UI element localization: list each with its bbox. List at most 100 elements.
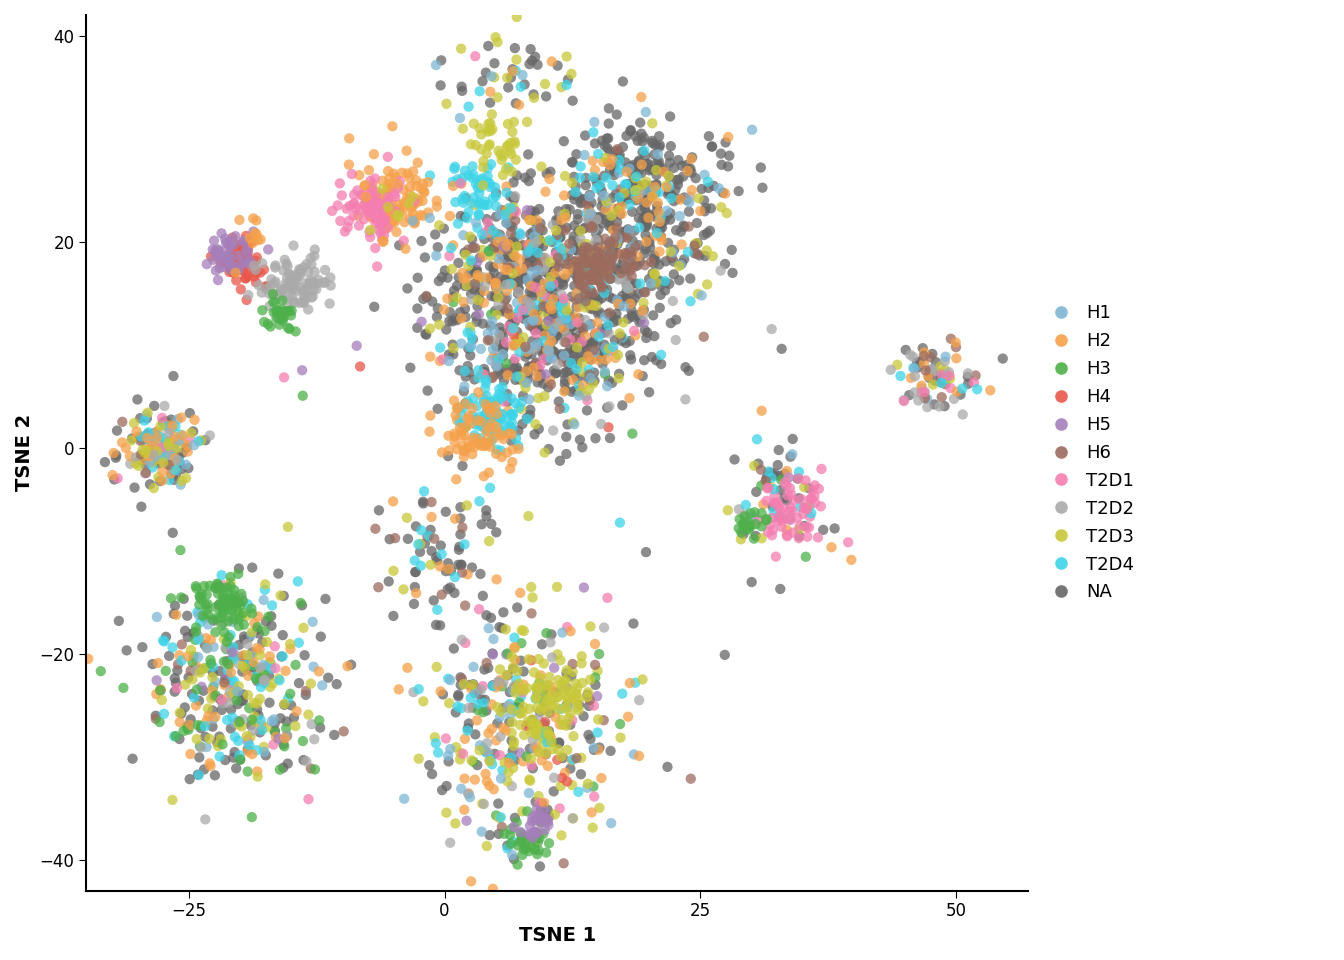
Point: [484, 70, 505, 85]
Point: [431, 270, 453, 285]
Point: [476, 146, 497, 161]
Point: [152, 430, 173, 445]
Point: [539, 171, 560, 186]
Point: [499, 756, 520, 771]
Point: [583, 222, 605, 237]
Point: [449, 304, 470, 320]
Point: [526, 824, 547, 839]
Point: [245, 669, 266, 684]
Point: [124, 416, 145, 431]
Point: [496, 283, 517, 299]
Point: [562, 329, 583, 345]
Point: [607, 231, 629, 247]
Point: [617, 246, 638, 261]
Point: [507, 264, 528, 279]
Point: [378, 574, 399, 589]
Point: [347, 182, 368, 198]
Point: [246, 640, 267, 656]
Point: [454, 598, 476, 613]
Point: [586, 212, 607, 228]
Point: [577, 340, 598, 355]
Point: [237, 292, 258, 307]
Point: [267, 303, 289, 319]
Point: [536, 286, 558, 301]
Point: [175, 457, 196, 472]
Point: [234, 247, 255, 262]
Point: [487, 35, 508, 50]
Point: [437, 270, 458, 285]
Point: [473, 367, 495, 382]
Point: [481, 223, 503, 238]
Point: [366, 196, 387, 211]
Point: [761, 528, 782, 543]
Point: [778, 503, 800, 518]
Point: [519, 57, 540, 72]
Point: [190, 662, 211, 678]
Point: [535, 283, 556, 299]
Point: [593, 155, 614, 170]
Point: [469, 493, 491, 509]
Point: [696, 226, 718, 241]
Point: [645, 352, 667, 368]
Point: [560, 384, 582, 399]
Point: [527, 313, 548, 328]
Point: [567, 236, 589, 252]
Point: [462, 677, 484, 692]
Point: [452, 632, 473, 647]
Point: [616, 188, 637, 204]
Point: [464, 772, 485, 787]
Point: [614, 246, 636, 261]
Point: [280, 636, 301, 652]
Point: [578, 318, 599, 333]
Point: [566, 332, 587, 348]
Point: [511, 370, 532, 385]
Point: [577, 239, 598, 254]
Point: [413, 176, 434, 191]
Point: [360, 205, 382, 221]
Point: [450, 527, 472, 542]
Point: [513, 303, 535, 319]
Point: [116, 642, 137, 658]
Point: [207, 610, 228, 625]
Point: [233, 617, 254, 633]
Point: [621, 426, 642, 442]
Point: [250, 712, 271, 728]
Point: [620, 251, 641, 266]
Point: [511, 394, 532, 409]
Point: [508, 97, 530, 112]
Point: [681, 150, 703, 165]
Point: [501, 61, 523, 77]
Point: [411, 193, 433, 208]
Point: [222, 710, 243, 726]
Point: [594, 324, 616, 340]
Point: [219, 232, 241, 248]
Point: [261, 609, 282, 624]
Point: [617, 311, 638, 326]
Point: [500, 324, 521, 339]
Point: [267, 671, 289, 686]
Point: [534, 725, 555, 740]
Point: [148, 456, 169, 471]
Point: [149, 683, 171, 698]
Point: [569, 692, 590, 708]
Point: [212, 601, 234, 616]
Point: [212, 606, 234, 621]
Point: [569, 291, 590, 306]
Point: [556, 619, 578, 635]
Point: [227, 612, 249, 627]
Point: [478, 726, 500, 741]
Point: [528, 421, 550, 437]
Point: [456, 277, 477, 293]
Point: [257, 635, 278, 650]
Point: [296, 284, 317, 300]
Point: [793, 500, 814, 516]
Point: [554, 348, 575, 364]
Point: [556, 311, 578, 326]
Point: [652, 160, 673, 176]
Point: [449, 752, 470, 767]
Point: [531, 702, 552, 717]
Point: [417, 383, 438, 398]
Point: [735, 497, 757, 513]
Point: [501, 407, 523, 422]
Point: [485, 188, 507, 204]
